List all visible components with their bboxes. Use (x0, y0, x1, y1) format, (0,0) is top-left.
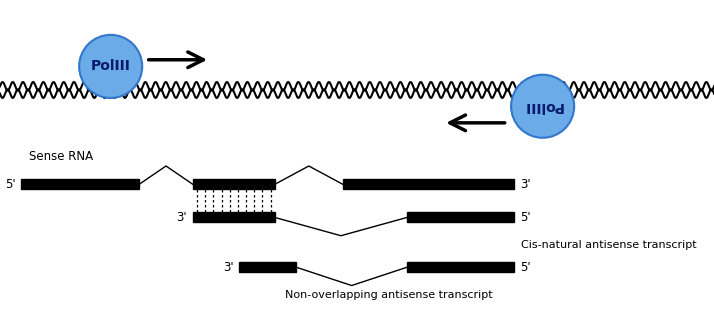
Bar (407, 212, 514, 222)
Bar (193, 179, 275, 189)
Text: 3': 3' (520, 178, 531, 191)
Bar (407, 262, 514, 272)
Bar (239, 262, 296, 272)
Ellipse shape (79, 35, 142, 98)
Text: 3': 3' (223, 261, 233, 274)
Text: 5': 5' (520, 261, 531, 274)
Bar (343, 179, 514, 189)
Text: 5': 5' (520, 211, 531, 224)
Text: Non-overlapping antisense transcript: Non-overlapping antisense transcript (285, 290, 493, 300)
Text: PolIII: PolIII (523, 99, 563, 113)
Text: PolIII: PolIII (91, 59, 131, 73)
Text: Sense RNA: Sense RNA (29, 150, 93, 163)
Text: 3': 3' (176, 211, 187, 224)
Bar (21, 179, 139, 189)
Text: Cis-natural antisense transcript: Cis-natural antisense transcript (521, 240, 697, 250)
Bar (193, 212, 275, 222)
Ellipse shape (511, 75, 574, 138)
Text: 5': 5' (5, 178, 16, 191)
